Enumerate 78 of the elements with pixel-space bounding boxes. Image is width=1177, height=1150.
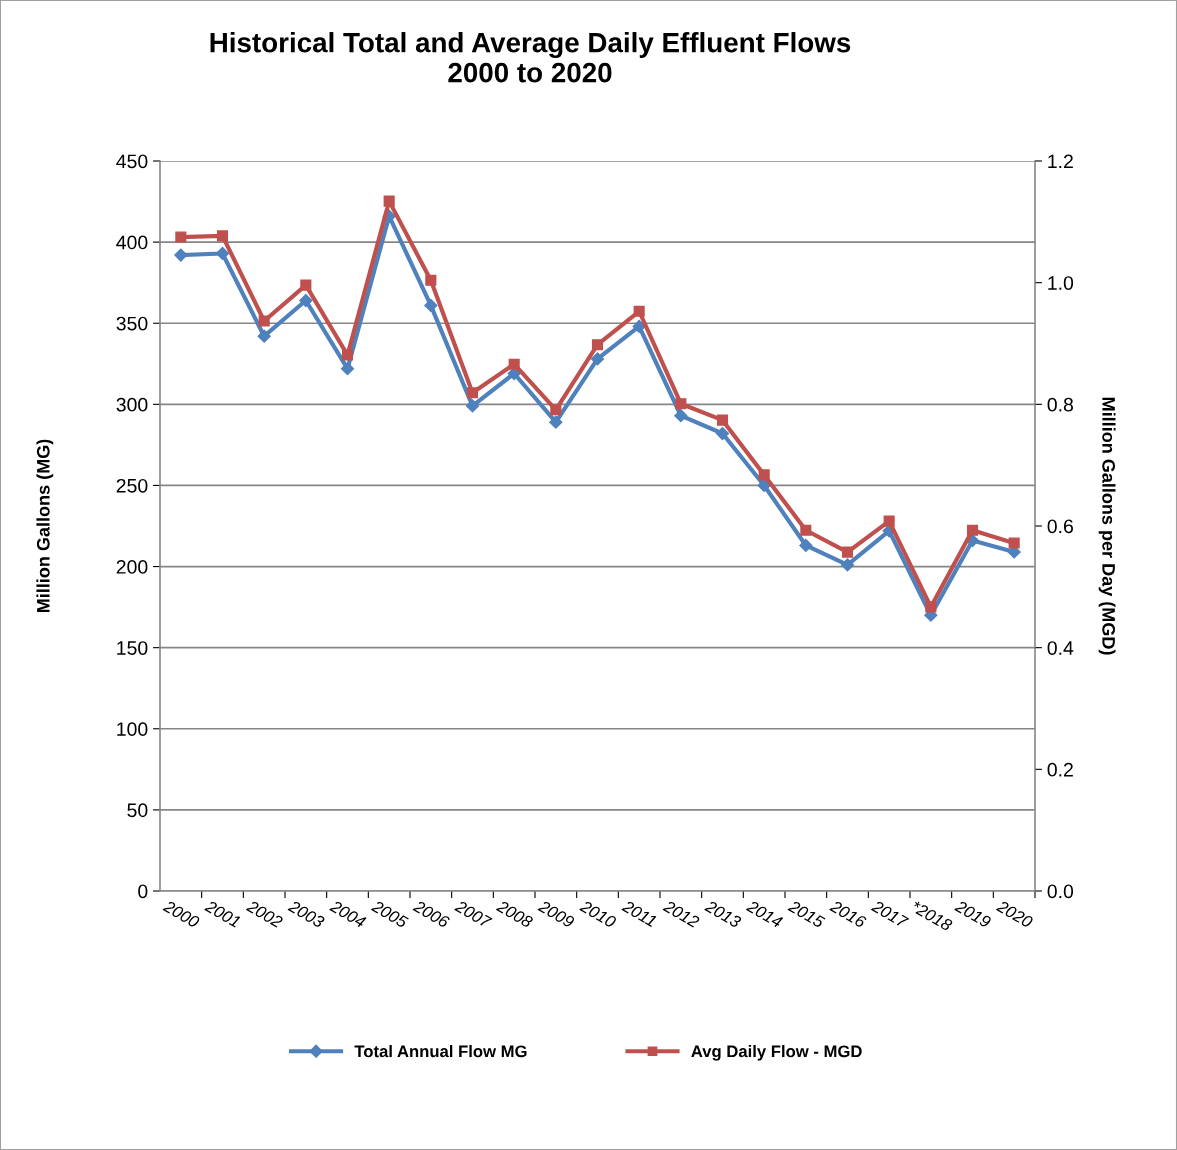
x-tick-label: 2015 — [787, 899, 826, 929]
y-tick-label: 300 — [116, 397, 148, 412]
chart-title: Historical Total and Average Daily Effluent Flows 2000 to 2020 — [210, 32, 851, 83]
point — [341, 349, 354, 361]
point — [966, 524, 979, 536]
y-axis-title: Million Gallons (MG) — [36, 439, 54, 613]
point — [340, 362, 355, 376]
point — [925, 601, 937, 613]
point — [799, 538, 813, 553]
point — [800, 524, 812, 536]
point — [257, 329, 271, 343]
y-tick-label: 150 — [117, 641, 148, 655]
point — [883, 515, 895, 527]
point — [216, 230, 229, 242]
x-tick-label: 2017 — [870, 899, 910, 929]
legend-label: Total Annual Flow MG — [354, 1045, 527, 1058]
point — [1008, 537, 1020, 549]
y2-tick-label: 1.2 — [1048, 154, 1073, 169]
point — [675, 398, 687, 410]
point — [466, 387, 479, 399]
point — [383, 195, 395, 207]
point — [840, 558, 855, 572]
y-tick-label: 450 — [116, 154, 148, 169]
x-tick-label: 2013 — [704, 899, 743, 929]
point — [465, 399, 480, 413]
point — [215, 246, 230, 261]
point — [258, 315, 270, 327]
x-tick-label: 2012 — [662, 899, 701, 929]
y2-tick-label: 0.6 — [1047, 519, 1073, 534]
y-tick-label: 350 — [116, 316, 148, 331]
y2-tick-label: 0.2 — [1047, 762, 1073, 777]
y2-axis-title: Million Gallons per Day (MGD) — [1098, 397, 1116, 655]
y2-tick-label: 1.0 — [1048, 276, 1074, 290]
point — [175, 231, 187, 243]
point — [590, 352, 605, 366]
y-tick-label: 200 — [116, 560, 148, 574]
point — [633, 305, 645, 317]
x-tick-label: 2011 — [621, 899, 658, 928]
x-tick-label: 2009 — [537, 899, 576, 929]
point — [591, 339, 604, 351]
y-tick-label: 250 — [116, 478, 148, 493]
legend-label: Avg Daily Flow - MGD — [691, 1045, 862, 1061]
x-tick-label: 2010 — [579, 899, 618, 929]
x-tick-label: 2003 — [287, 899, 326, 929]
point — [549, 415, 563, 429]
point — [841, 546, 854, 558]
point — [632, 319, 646, 334]
y-tick-label: 100 — [117, 722, 148, 737]
y-tick-label: 400 — [116, 235, 148, 250]
x-tick-label: 2005 — [370, 899, 409, 929]
x-tick-label: 2006 — [412, 899, 451, 929]
x-tick-label: 2016 — [829, 899, 868, 929]
x-tick-label: 2007 — [454, 899, 493, 929]
point — [424, 298, 438, 312]
x-tick-label: 2014 — [745, 899, 784, 929]
x-tick-label: 2008 — [495, 899, 534, 929]
point — [508, 358, 520, 370]
point — [550, 404, 562, 416]
y2-tick-label: 0.4 — [1047, 641, 1074, 655]
y-tick-label: 50 — [127, 803, 148, 818]
x-tick-label: 2020 — [995, 899, 1034, 929]
point — [300, 279, 312, 291]
x-tick-label: 2004 — [329, 899, 367, 929]
point — [425, 274, 437, 286]
point — [758, 469, 770, 481]
point — [299, 293, 313, 308]
x-tick-label: 2000 — [162, 899, 201, 929]
x-tick-label: 2019 — [954, 899, 992, 929]
y-tick-label: 0 — [138, 884, 148, 899]
point — [174, 248, 188, 262]
y2-tick-label: 0.8 — [1047, 397, 1073, 412]
point — [715, 426, 730, 441]
x-tick-label: 2001 — [204, 899, 241, 928]
x-tick-label: 2002 — [245, 899, 284, 929]
point — [716, 414, 729, 426]
y2-tick-label: 0.0 — [1047, 884, 1074, 899]
point — [674, 409, 688, 423]
point — [757, 478, 771, 493]
